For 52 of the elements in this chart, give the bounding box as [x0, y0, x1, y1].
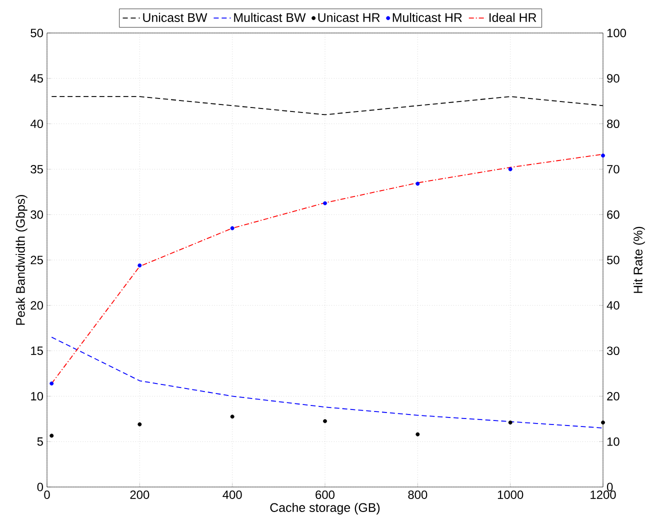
x-tick-label: 1000 — [498, 490, 524, 499]
y2-tick-label: 90 — [607, 74, 620, 83]
y2-tick-label: 20 — [607, 392, 620, 400]
point — [508, 167, 512, 172]
y-tick-label: 40 — [30, 120, 44, 128]
legend-label: Unicast HR — [318, 12, 380, 22]
legend-label: Unicast BW — [143, 12, 208, 22]
y2-tick-label: 40 — [606, 301, 620, 310]
y-tick-label: 50 — [30, 28, 44, 38]
y2-axis-title: Hit Rate (%) — [633, 226, 645, 293]
x-axis-title: Cache storage (GB) — [270, 502, 380, 514]
x-tick-label: 800 — [408, 490, 428, 499]
y2-tick-label: 80 — [607, 120, 620, 128]
legend-label: Ideal HR — [489, 12, 536, 22]
point — [230, 414, 234, 419]
x-tick-label: 600 — [316, 490, 335, 499]
y-tick-label: 5 — [37, 437, 43, 446]
point — [416, 182, 420, 186]
point — [323, 201, 327, 206]
point — [601, 154, 605, 158]
x-tick-label: 400 — [222, 490, 242, 499]
y-axis-title: Peak Bandwidth (Gbps) — [16, 195, 28, 325]
legend-label: Multicast HR — [392, 12, 462, 22]
y-tick-label: 30 — [30, 210, 44, 219]
point — [323, 419, 327, 424]
x-tick-label: 200 — [130, 490, 150, 499]
x-tick-label: 0 — [44, 490, 50, 499]
point — [50, 381, 54, 386]
x-tick-label: 1200 — [590, 490, 616, 499]
y-tick-label: 25 — [30, 256, 43, 264]
y2-tick-label: 60 — [607, 210, 620, 219]
y2-tick-label: 10 — [607, 437, 620, 446]
point — [508, 420, 512, 425]
y-tick-label: 20 — [30, 301, 44, 310]
y2-tick-label: 50 — [607, 256, 620, 264]
y-tick-label: 35 — [30, 164, 43, 174]
point — [601, 420, 605, 425]
y-tick-label: 10 — [31, 392, 44, 400]
point — [416, 432, 420, 436]
point — [138, 422, 142, 426]
legend-label: Multicast BW — [234, 12, 306, 22]
line-series — [51, 336, 604, 428]
y2-tick-label: 100 — [607, 28, 626, 38]
y-tick-label: 0 — [37, 482, 44, 492]
point — [138, 263, 142, 268]
y2-tick-label: 30 — [606, 346, 620, 356]
y2-tick-label: 70 — [607, 164, 620, 174]
y-tick-label: 45 — [30, 74, 43, 83]
y2-tick-label: 0 — [606, 482, 613, 492]
point — [50, 434, 54, 438]
point — [230, 226, 234, 230]
y-tick-label: 15 — [31, 346, 43, 355]
